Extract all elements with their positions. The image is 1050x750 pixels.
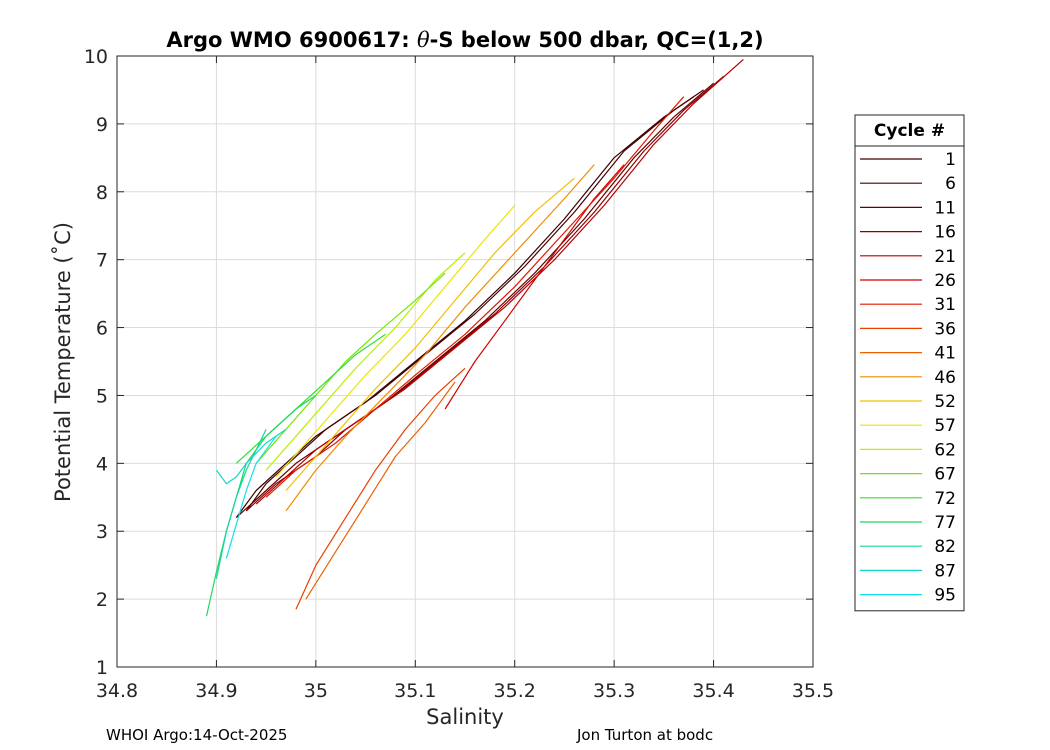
legend-label: 77	[934, 513, 956, 533]
legend-label: 72	[934, 489, 956, 509]
y-tick-label: 9	[96, 114, 108, 136]
series-line-cycle-82	[215, 429, 267, 579]
footer-left: WHOI Argo:14-Oct-2025	[106, 726, 288, 744]
y-axis-label: Potential Temperature (˚C)	[51, 222, 75, 502]
y-tick-label: 5	[96, 385, 108, 407]
legend-title: Cycle #	[874, 121, 945, 141]
legend-label: 87	[934, 561, 956, 581]
legend-label: 26	[934, 271, 956, 291]
series-line-cycle-95	[225, 435, 277, 559]
legend-label: 1	[945, 150, 956, 170]
series-line-cycle-41	[305, 381, 456, 600]
y-tick-label: 10	[84, 46, 108, 68]
legend-label: 95	[934, 586, 956, 606]
chart-title: Argo WMO 6900617: θ-S below 500 dbar, QC…	[166, 28, 763, 52]
x-tick-label: 35.3	[593, 680, 635, 702]
x-tick-label: 35.2	[494, 680, 536, 702]
y-tick-label: 6	[96, 318, 108, 340]
series-line-cycle-77	[205, 394, 317, 617]
legend-label: 31	[934, 295, 956, 315]
legend-box	[854, 114, 965, 612]
series-lines	[205, 58, 744, 617]
x-tick-label: 35.4	[692, 680, 734, 702]
chart-title-suffix: -S below 500 dbar, QC=(1,2)	[430, 28, 764, 52]
legend-label: 82	[934, 537, 956, 557]
x-tick-label: 34.8	[96, 680, 138, 702]
series-line-cycle-87	[215, 428, 287, 485]
x-axis-label: Salinity	[426, 705, 504, 729]
footer-right: Jon Turton at bodc	[577, 726, 714, 744]
legend: Cycle #161116212631364146525762677277828…	[854, 114, 965, 612]
legend-label: 36	[934, 319, 956, 339]
series-line-cycle-6	[245, 89, 704, 512]
legend-label: 62	[934, 440, 956, 460]
x-tick-label: 35.1	[394, 680, 436, 702]
legend-label: 11	[934, 198, 956, 218]
legend-label: 52	[934, 392, 956, 412]
x-tick-label: 34.9	[195, 680, 237, 702]
series-line-cycle-26	[444, 164, 625, 410]
legend-label: 21	[934, 247, 956, 267]
series-line-cycle-16	[245, 75, 724, 512]
y-tick-label: 2	[96, 589, 108, 611]
series-line-cycle-52	[285, 177, 575, 491]
y-tick-label: 4	[96, 453, 108, 475]
series-line-cycle-11	[235, 82, 714, 519]
series-line-cycle-31	[265, 96, 685, 498]
series-line-cycle-46	[285, 164, 595, 512]
x-tick-label: 35	[304, 680, 328, 702]
series-line-cycle-21	[255, 58, 744, 505]
x-tick-label: 35.5	[792, 680, 834, 702]
y-tick-label: 8	[96, 182, 108, 204]
series-line-cycle-57	[275, 205, 516, 478]
plot-frame	[116, 55, 814, 668]
axis-ticks: 34.8 34.9 35 35.1 35.2 35.3 35.4 35.5 1 2 3 4 5 6 7 8 9 1…	[84, 46, 834, 702]
legend-label: 6	[945, 174, 956, 194]
chart-title-prefix: Argo WMO 6900617:	[166, 28, 417, 52]
legend-label: 41	[934, 344, 956, 364]
legend-label: 46	[934, 368, 956, 388]
legend-label: 16	[934, 223, 956, 243]
series-line-cycle-36	[295, 367, 466, 610]
legend-label: 57	[934, 416, 956, 436]
y-tick-label: 1	[96, 657, 108, 679]
chart-title-theta: θ	[417, 28, 430, 52]
grid	[116, 55, 814, 668]
y-tick-label: 3	[96, 521, 108, 543]
y-tick-label: 7	[96, 250, 108, 272]
series-line-cycle-1	[235, 96, 695, 518]
legend-label: 67	[934, 465, 956, 485]
series-line-cycle-62	[265, 252, 466, 471]
